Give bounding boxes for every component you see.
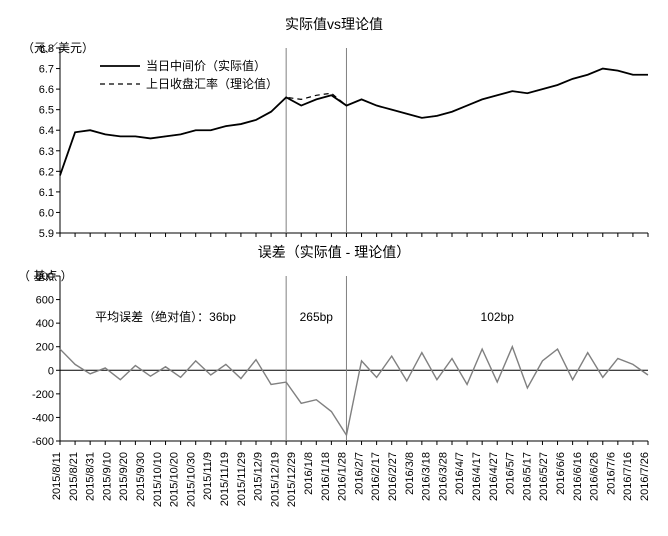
svg-text:2015/8/31: 2015/8/31 (85, 452, 97, 501)
svg-text:5.9: 5.9 (39, 228, 54, 238)
svg-text:0: 0 (48, 365, 54, 377)
x-axis-labels: 2015/8/11 2015/8/21 2015/8/31 2015/9/10 2015… (10, 446, 658, 526)
svg-text:2016/2/27: 2016/2/27 (387, 452, 399, 501)
svg-text:2016/6/6: 2016/6/6 (555, 452, 567, 495)
bottom-chart-title: 误差（实际值 - 理论值） (10, 242, 658, 262)
svg-text:2016/5/17: 2016/5/17 (521, 452, 533, 501)
svg-text:102bp: 102bp (481, 310, 515, 324)
svg-text:200: 200 (36, 342, 54, 354)
svg-text:2015/11/19: 2015/11/19 (219, 452, 231, 506)
svg-text:2016/7/16: 2016/7/16 (622, 452, 634, 501)
svg-text:当日中间价（实际值）: 当日中间价（实际值） (146, 58, 266, 73)
svg-text:2016/5/7: 2016/5/7 (505, 452, 517, 495)
svg-text:6.3: 6.3 (39, 146, 54, 158)
svg-text:2016/1/18: 2016/1/18 (320, 452, 332, 501)
svg-text:2016/4/7: 2016/4/7 (454, 452, 466, 495)
svg-text:2016/4/27: 2016/4/27 (488, 452, 500, 501)
svg-text:2015/11/29: 2015/11/29 (236, 452, 248, 506)
svg-text:2016/7/6: 2016/7/6 (605, 452, 617, 495)
svg-text:上日收盘汇率（理论值）: 上日收盘汇率（理论值） (146, 76, 278, 91)
svg-text:2016/3/18: 2016/3/18 (421, 452, 433, 501)
svg-text:-200: -200 (32, 389, 54, 401)
svg-text:2016/7/26: 2016/7/26 (639, 452, 651, 501)
svg-text:6.2: 6.2 (39, 166, 54, 178)
svg-text:2015/10/10: 2015/10/10 (152, 452, 164, 507)
svg-text:2015/9/10: 2015/9/10 (101, 452, 113, 501)
svg-text:600: 600 (36, 295, 54, 307)
svg-text:800: 800 (36, 271, 54, 283)
svg-text:2016/3/8: 2016/3/8 (404, 452, 416, 495)
svg-text:2015/12/29: 2015/12/29 (286, 452, 298, 507)
top-chart: （元／美元）5.96.06.16.26.36.46.56.66.76.8当日中间… (10, 38, 658, 238)
svg-text:6.6: 6.6 (39, 84, 54, 96)
svg-text:6.5: 6.5 (39, 105, 54, 117)
svg-text:2015/8/21: 2015/8/21 (68, 452, 80, 501)
svg-text:-600: -600 (32, 436, 54, 446)
svg-text:2016/6/26: 2016/6/26 (589, 452, 601, 501)
svg-text:2015/10/30: 2015/10/30 (185, 452, 197, 507)
svg-text:2016/1/28: 2016/1/28 (337, 452, 349, 501)
svg-text:2016/2/17: 2016/2/17 (370, 452, 382, 501)
svg-text:2015/12/9: 2015/12/9 (253, 452, 265, 501)
svg-text:2016/1/8: 2016/1/8 (303, 452, 315, 495)
svg-text:-400: -400 (32, 412, 54, 424)
svg-text:2015/12/19: 2015/12/19 (269, 452, 281, 507)
svg-text:2015/9/30: 2015/9/30 (135, 452, 147, 501)
svg-text:2016/4/17: 2016/4/17 (471, 452, 483, 501)
bottom-chart: （ 基点 ）-600-400-2000200400600800平均误差（绝对值）… (10, 266, 658, 446)
svg-text:2016/3/28: 2016/3/28 (437, 452, 449, 501)
svg-text:2015/9/20: 2015/9/20 (118, 452, 130, 501)
svg-text:2016/6/16: 2016/6/16 (572, 452, 584, 501)
svg-text:2016/5/27: 2016/5/27 (538, 452, 550, 501)
svg-text:6.8: 6.8 (39, 43, 54, 55)
svg-text:2016/2/7: 2016/2/7 (353, 452, 365, 495)
svg-text:6.7: 6.7 (39, 64, 54, 76)
svg-text:2015/10/20: 2015/10/20 (169, 452, 181, 507)
svg-text:6.0: 6.0 (39, 207, 54, 219)
svg-text:2015/11/9: 2015/11/9 (202, 452, 214, 500)
svg-text:265bp: 265bp (300, 310, 334, 324)
svg-text:400: 400 (36, 318, 54, 330)
top-chart-title: 实际值vs理论值 (10, 14, 658, 34)
svg-text:平均误差（绝对值）：36bp: 平均误差（绝对值）：36bp (95, 309, 236, 324)
svg-text:2015/8/11: 2015/8/11 (51, 452, 63, 500)
svg-text:6.1: 6.1 (39, 187, 54, 199)
svg-text:6.4: 6.4 (39, 125, 54, 137)
